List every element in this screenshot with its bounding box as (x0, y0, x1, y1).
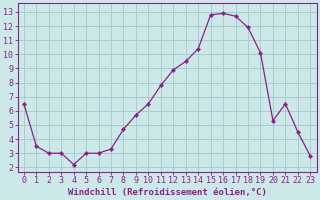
X-axis label: Windchill (Refroidissement éolien,°C): Windchill (Refroidissement éolien,°C) (68, 188, 267, 197)
